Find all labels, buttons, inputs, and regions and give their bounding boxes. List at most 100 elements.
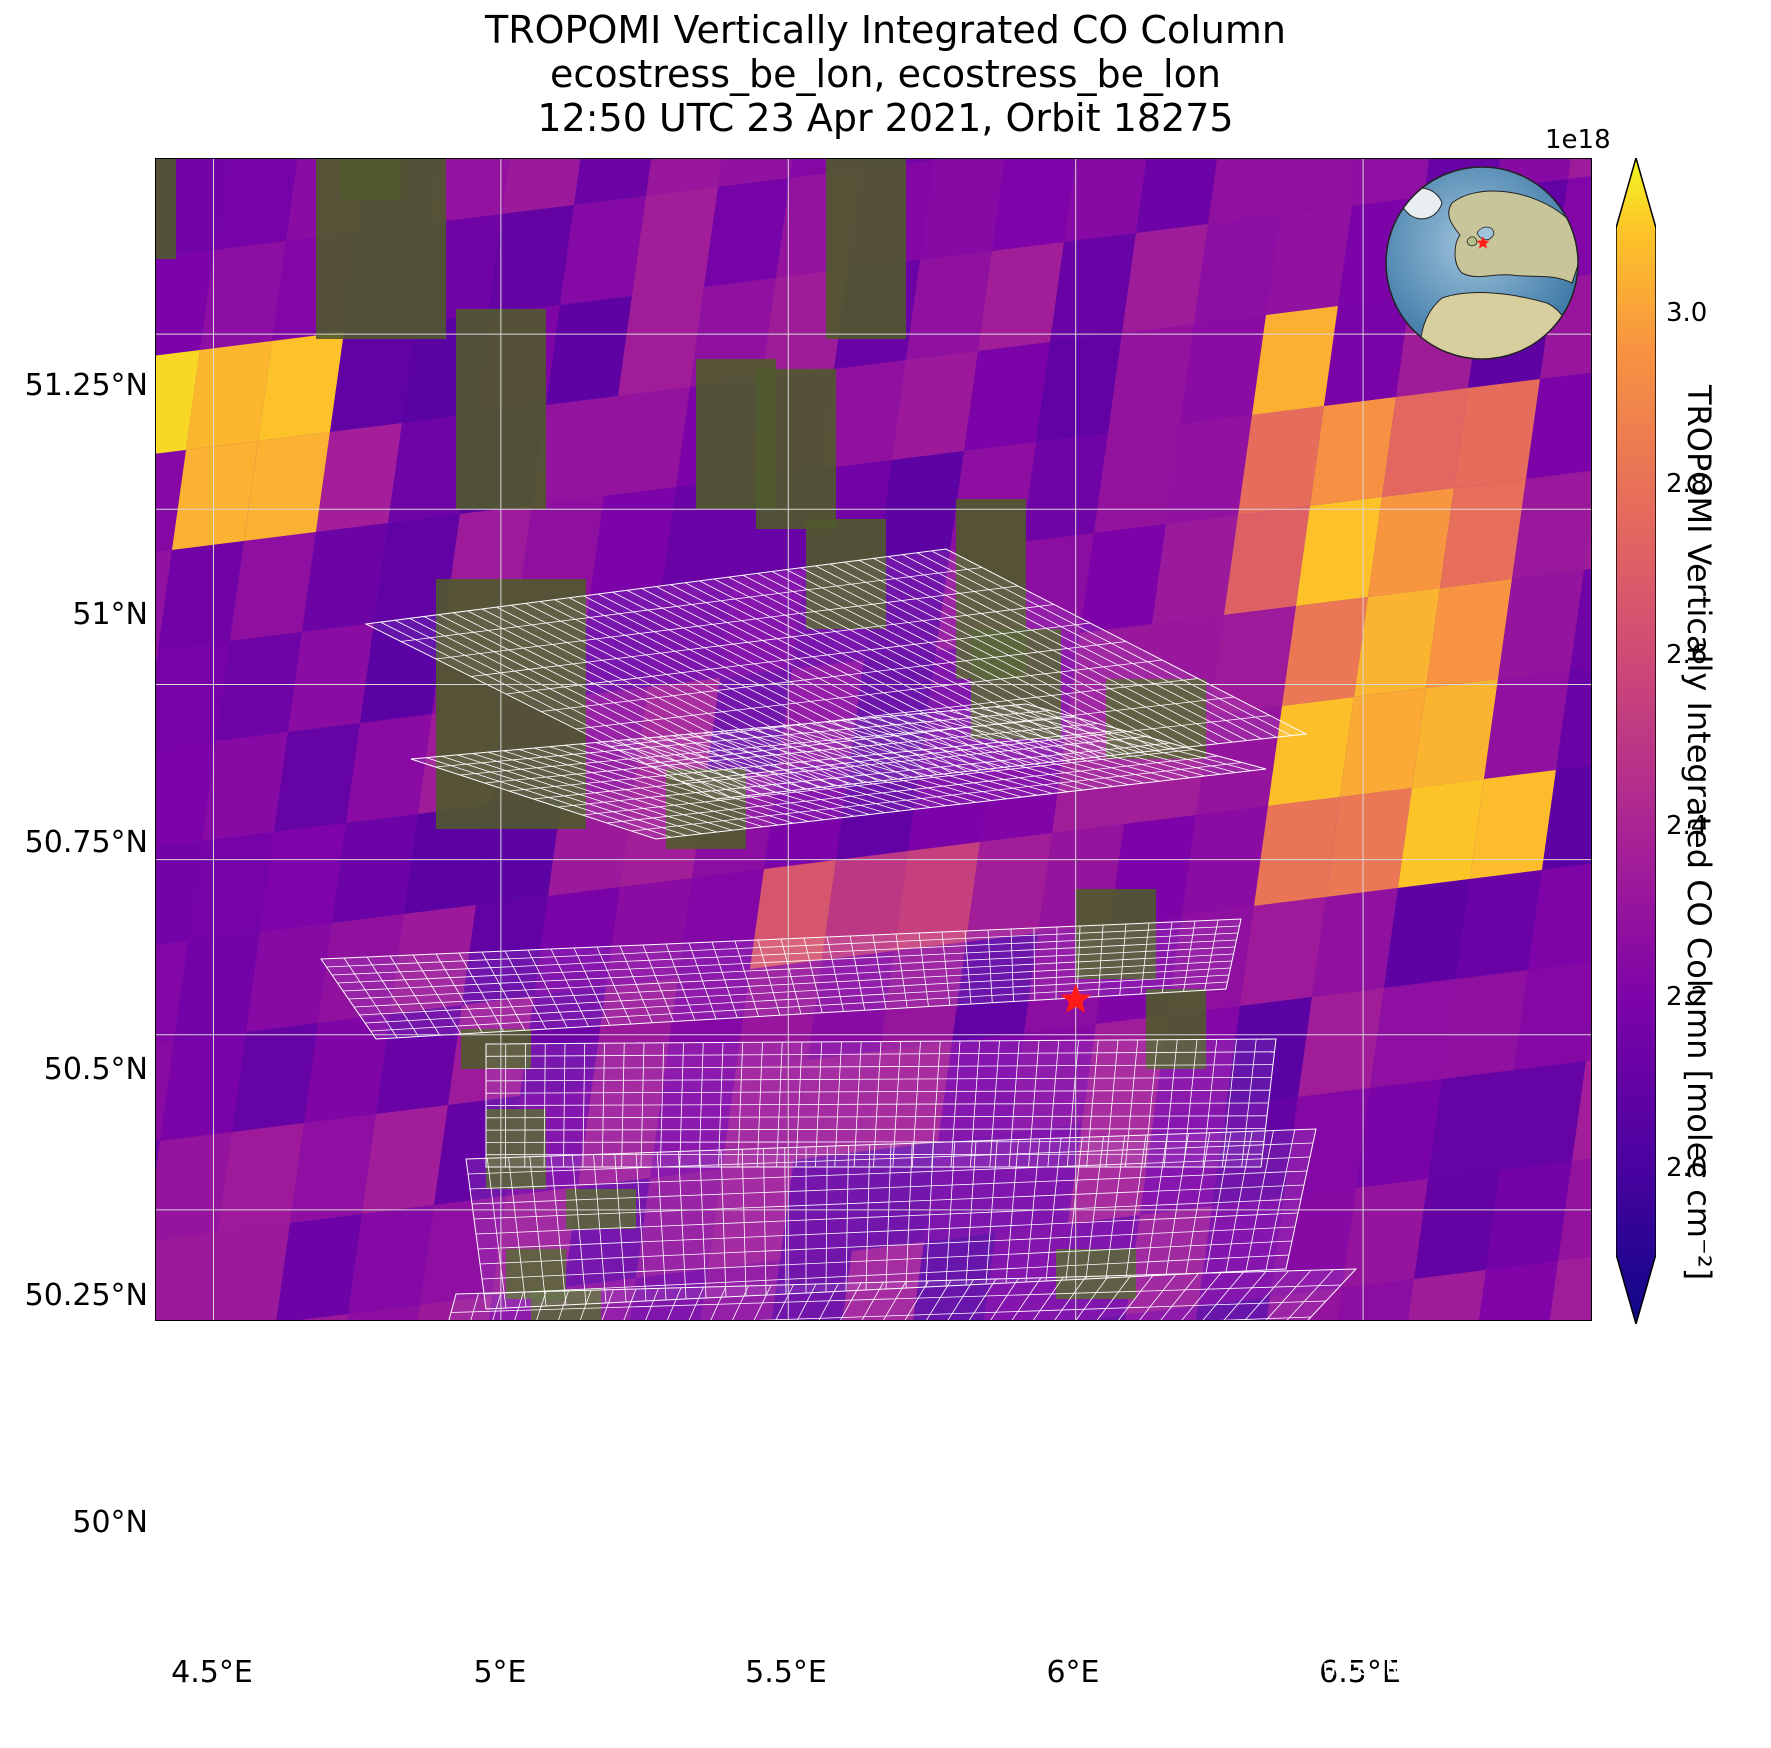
tropomi-pixel <box>1196 706 1282 815</box>
swath-gridline <box>505 622 1091 695</box>
swath-gridline <box>485 1153 1263 1156</box>
tropomi-pixel <box>1542 765 1591 870</box>
tropomi-pixel <box>1180 315 1266 424</box>
swath-gridline <box>467 1142 1314 1175</box>
tropomi-pixel <box>1412 679 1498 788</box>
tropomi-pixel <box>1556 667 1591 770</box>
swath-gridline <box>1244 1270 1289 1320</box>
tropomi-pixel <box>978 242 1064 351</box>
swath-gridline <box>601 1289 614 1320</box>
tropomi-pixel <box>1470 770 1556 879</box>
swath-gridline <box>479 1226 1296 1265</box>
tropomi-pixel <box>1479 1261 1558 1320</box>
tropomi-pixel <box>186 341 272 450</box>
tropomi-pixel <box>430 159 510 223</box>
tropomi-pixel <box>390 905 476 1014</box>
swath-gridline <box>818 1283 839 1320</box>
tropomi-pixel <box>1036 333 1122 442</box>
tropomi-pixel <box>1528 863 1591 970</box>
tropomi-pixel <box>920 159 1005 260</box>
tropomi-pixel <box>1340 688 1426 797</box>
tropomi-pixel <box>288 623 374 732</box>
tropomi-pixel <box>1282 597 1368 706</box>
swath-gridline <box>645 1288 659 1320</box>
basemap-patch <box>436 579 586 829</box>
tropomi-pixel <box>866 1042 952 1151</box>
colorbar <box>1616 158 1656 1324</box>
tropomi-pixel <box>1108 324 1194 433</box>
swath-gridline <box>485 1128 1266 1131</box>
title-line-1: TROPOMI Vertically Integrated CO Column <box>485 8 1286 52</box>
swath-gridline <box>450 1284 1342 1313</box>
tropomi-pixel <box>258 332 344 441</box>
swath-gridline <box>326 925 1240 968</box>
tropomi-pixel <box>983 1224 1068 1320</box>
tropomi-pixel <box>1296 497 1382 606</box>
tropomi-pixel <box>1210 606 1296 715</box>
tropomi-pixel <box>771 1251 852 1320</box>
tropomi-pixel <box>316 423 402 532</box>
tropomi-pixel <box>1125 1306 1198 1320</box>
colorbar-tick-label: 3.0 <box>1666 297 1708 328</box>
tropomi-pixel <box>1408 1270 1486 1320</box>
tropomi-pixel <box>1486 1161 1572 1270</box>
swath-gridline <box>756 1300 1327 1320</box>
swath-gridline <box>947 1279 974 1320</box>
globe-outline <box>1385 166 1579 360</box>
swath-gridline <box>883 1281 907 1320</box>
tropomi-pixel <box>1526 372 1591 479</box>
tropomi-pixel <box>158 541 244 650</box>
tropomi-pixel <box>820 360 906 469</box>
tropomi-pixel <box>1198 1197 1284 1306</box>
tropomi-pixel <box>290 1114 376 1223</box>
basemap-patch <box>461 1029 531 1069</box>
tropomi-pixel <box>260 823 346 932</box>
tropomi-pixel <box>502 159 581 214</box>
swath-gridline <box>990 1278 1019 1320</box>
tropomi-pixel <box>1568 159 1591 179</box>
swath-gridline <box>688 1286 704 1320</box>
swath-gridline <box>710 1286 727 1320</box>
swath-gridline <box>359 967 1231 1016</box>
swath-outline <box>364 548 1308 800</box>
tropomi-pixel <box>1238 406 1324 515</box>
tropomi-pixel <box>700 1260 780 1320</box>
tropomi-pixel <box>1080 524 1166 633</box>
tropomi-pixel <box>992 159 1076 251</box>
colorbar-exponent: 1e18 <box>1545 125 1611 155</box>
credit-text: Created 9 Oct 2024 Source: NASA/JPL-Calt… <box>1295 1627 1576 1683</box>
tropomi-pixel <box>276 1214 362 1320</box>
lon-tick-6-5: 6.5°E <box>1319 1655 1401 1690</box>
swath-gridline <box>1286 1269 1334 1320</box>
swath-gridline <box>1160 1273 1199 1320</box>
credit-source: Source: NASA/JPL-Caltech <box>1294 1656 1576 1681</box>
tropomi-pixel <box>388 414 474 523</box>
swath-gridline <box>533 736 1147 800</box>
tropomi-pixel <box>304 1014 390 1123</box>
swath-gridline <box>667 1287 682 1320</box>
tropomi-pixel <box>964 342 1050 451</box>
swath-gridline <box>1202 1271 1244 1320</box>
tropomi-pixel <box>360 614 446 723</box>
tropomi-pixel <box>246 923 332 1032</box>
tropomi-pixel <box>1298 988 1384 1097</box>
tropomi-pixel <box>852 1142 938 1251</box>
tropomi-pixel <box>347 1305 420 1320</box>
swath-gridline <box>1033 1276 1064 1320</box>
swath-gridline <box>471 1170 1308 1205</box>
basemap-patch <box>826 159 906 339</box>
swath-gridline <box>797 1283 817 1320</box>
tropomi-pixel <box>1050 233 1136 342</box>
tropomi-pixel <box>546 296 632 405</box>
tropomi-pixel <box>1122 224 1208 333</box>
tropomi-pixel <box>1337 1279 1414 1320</box>
swath-gridline <box>485 1064 1274 1069</box>
tropomi-pixel <box>560 196 646 305</box>
basemap-patch <box>156 159 176 259</box>
tropomi-pixel <box>1136 159 1218 233</box>
tropomi-pixel <box>174 932 260 1041</box>
tropomi-pixel <box>1456 870 1542 979</box>
tropomi-pixel <box>646 159 722 196</box>
swath-gridline <box>631 762 1243 832</box>
tropomi-pixel <box>908 742 994 851</box>
